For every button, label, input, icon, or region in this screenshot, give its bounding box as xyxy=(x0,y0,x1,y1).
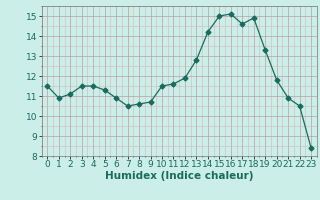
X-axis label: Humidex (Indice chaleur): Humidex (Indice chaleur) xyxy=(105,171,253,181)
